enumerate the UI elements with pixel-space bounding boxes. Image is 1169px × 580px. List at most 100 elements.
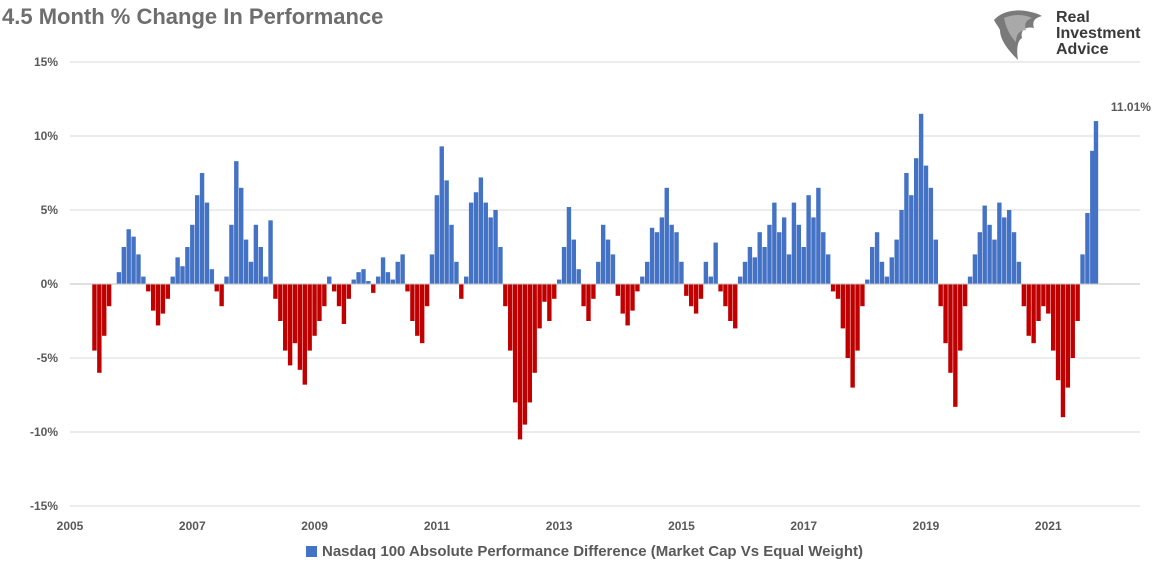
bar [914,158,919,284]
bar [1090,150,1095,284]
bar [625,284,630,326]
bar [816,187,821,284]
bar [131,236,136,284]
x-tick-label: 2011 [424,519,450,533]
bar [253,224,259,284]
bar [478,177,484,284]
bar [522,284,528,425]
bar [977,232,983,284]
bar [102,284,107,336]
bar [390,279,396,284]
legend-label: Nasdaq 100 Absolute Performance Differen… [322,543,863,560]
bar [723,284,728,307]
bar [121,247,127,284]
bar [473,192,479,284]
bar [889,257,894,284]
bar [331,284,337,292]
bar [415,284,420,336]
bar [581,284,586,307]
bar [199,173,205,284]
y-tick-label: -10% [30,425,58,439]
bar [385,272,391,284]
bar [635,284,640,292]
bar [605,239,611,284]
bar [380,257,386,284]
bar [307,284,312,351]
bar [1085,212,1090,284]
bar [419,284,425,344]
bar [684,284,689,296]
bar [962,284,968,307]
bar [243,239,249,284]
bar [1046,284,1051,314]
bar [772,202,777,284]
bar [395,261,400,284]
bar [556,279,562,284]
bar [302,284,307,385]
bar [508,284,513,351]
bar [747,247,753,284]
bar [190,224,195,284]
bar [170,276,175,284]
bar [371,284,376,293]
y-tick-label: 5% [41,203,59,217]
bar [204,202,210,284]
bar [1021,284,1027,307]
logo-line-2: Investment [1056,25,1141,42]
bar [92,284,97,351]
bar [346,284,352,299]
bar [1080,254,1085,284]
bar [899,210,904,284]
bar [146,284,151,292]
x-tick-label: 2013 [546,519,573,533]
bar [928,187,934,284]
bar [375,276,381,284]
bar [865,279,870,284]
bar [268,220,273,284]
bar [1011,232,1017,284]
bar [781,217,787,284]
logo: Real Investment Advice [990,6,1160,62]
bar [1006,210,1012,284]
bar [561,247,567,284]
bar [155,284,161,326]
bar [620,284,625,314]
bar [967,276,973,284]
x-tick-label: 2017 [790,519,817,533]
bar [943,284,948,344]
bar [830,284,836,292]
bar [263,276,268,284]
bar [1016,261,1022,284]
bar [454,261,459,284]
bar [1050,284,1056,351]
bar [596,261,601,284]
bar [733,284,738,329]
bar [786,254,792,284]
bar [351,279,356,284]
bar [512,284,518,403]
bar [175,257,180,284]
bar [708,276,713,284]
bar [1070,284,1075,358]
bar [224,276,229,284]
bar [972,254,978,284]
bar [894,239,899,284]
bar [459,284,464,299]
bar [214,284,219,292]
logo-line-1: Real [1056,9,1090,26]
bar [713,242,718,284]
bar [850,284,855,388]
bar [659,217,665,284]
bar [1075,284,1080,321]
bar [234,161,239,284]
bar [566,207,572,284]
bar [703,261,709,284]
bar [801,247,806,284]
bar [141,276,146,284]
bar [444,180,449,284]
bar [297,284,303,370]
bar [874,232,880,284]
y-tick-label: 10% [34,129,58,143]
bar [126,229,131,284]
bar [116,272,122,284]
